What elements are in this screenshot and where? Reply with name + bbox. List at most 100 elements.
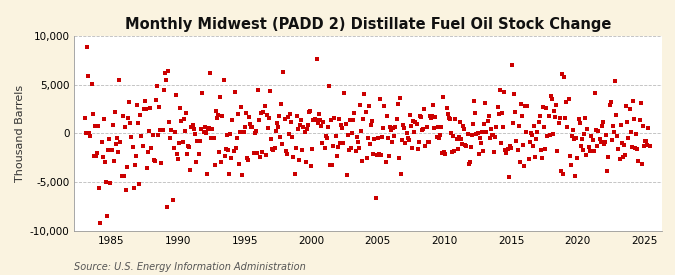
- Point: [595, 140, 606, 144]
- Point: [394, 95, 405, 100]
- Point: [401, 131, 412, 136]
- Point: [178, 117, 189, 121]
- Point: [232, 136, 242, 141]
- Point: [561, 100, 572, 104]
- Point: [130, 163, 140, 167]
- Point: [447, 150, 458, 154]
- Point: [613, 147, 624, 151]
- Point: [408, 119, 418, 123]
- Point: [149, 159, 160, 164]
- Point: [185, 168, 196, 172]
- Point: [338, 141, 349, 145]
- Point: [252, 150, 263, 155]
- Point: [304, 109, 315, 113]
- Point: [506, 63, 517, 67]
- Point: [116, 174, 127, 178]
- Point: [590, 90, 601, 95]
- Point: [404, 113, 415, 117]
- Point: [202, 172, 213, 177]
- Point: [154, 104, 165, 109]
- Point: [532, 129, 543, 134]
- Point: [641, 138, 651, 143]
- Point: [87, 112, 98, 116]
- Point: [242, 156, 252, 161]
- Point: [247, 125, 258, 130]
- Point: [519, 163, 530, 168]
- Point: [105, 180, 116, 185]
- Point: [117, 114, 128, 118]
- Point: [103, 148, 113, 152]
- Point: [211, 109, 221, 113]
- Point: [600, 140, 611, 144]
- Point: [356, 128, 367, 133]
- Point: [587, 148, 597, 153]
- Point: [173, 156, 184, 161]
- Point: [549, 108, 560, 113]
- Point: [144, 129, 155, 133]
- Point: [104, 137, 115, 142]
- Point: [122, 165, 132, 169]
- Point: [523, 156, 534, 161]
- Point: [320, 133, 331, 138]
- Point: [292, 114, 302, 118]
- Point: [142, 166, 153, 170]
- Point: [589, 149, 599, 153]
- Point: [485, 127, 496, 131]
- Point: [325, 163, 335, 168]
- Point: [175, 106, 186, 110]
- Point: [512, 147, 523, 152]
- Point: [132, 103, 142, 107]
- Point: [286, 120, 296, 124]
- Point: [429, 126, 439, 131]
- Point: [246, 125, 256, 130]
- Point: [518, 142, 529, 147]
- Point: [483, 114, 494, 119]
- Point: [220, 147, 231, 151]
- Point: [553, 120, 564, 125]
- Point: [192, 139, 203, 144]
- Point: [152, 84, 163, 88]
- Point: [409, 130, 420, 134]
- Point: [290, 146, 301, 150]
- Point: [631, 132, 642, 136]
- Point: [186, 124, 197, 129]
- Point: [118, 174, 129, 178]
- Point: [466, 145, 477, 149]
- Point: [616, 141, 627, 145]
- Point: [379, 104, 389, 109]
- Point: [606, 138, 617, 142]
- Point: [566, 134, 577, 139]
- Point: [406, 124, 416, 129]
- Point: [573, 117, 584, 121]
- Point: [580, 116, 591, 120]
- Point: [602, 169, 613, 174]
- Point: [597, 120, 608, 124]
- Point: [206, 136, 217, 140]
- Point: [614, 157, 625, 162]
- Point: [446, 131, 456, 136]
- Point: [147, 132, 158, 137]
- Point: [278, 70, 289, 74]
- Point: [270, 129, 281, 133]
- Point: [294, 158, 304, 163]
- Point: [238, 129, 249, 134]
- Point: [197, 91, 208, 95]
- Point: [125, 121, 136, 125]
- Point: [478, 149, 489, 153]
- Point: [106, 148, 117, 153]
- Point: [541, 106, 551, 111]
- Point: [558, 172, 568, 176]
- Point: [85, 134, 96, 138]
- Point: [387, 140, 398, 145]
- Point: [127, 145, 138, 150]
- Point: [96, 139, 107, 144]
- Point: [95, 221, 106, 226]
- Point: [485, 136, 495, 140]
- Point: [302, 123, 313, 127]
- Point: [142, 150, 153, 155]
- Point: [450, 117, 461, 122]
- Point: [230, 145, 241, 150]
- Point: [418, 126, 429, 131]
- Point: [296, 117, 306, 122]
- Point: [370, 196, 381, 200]
